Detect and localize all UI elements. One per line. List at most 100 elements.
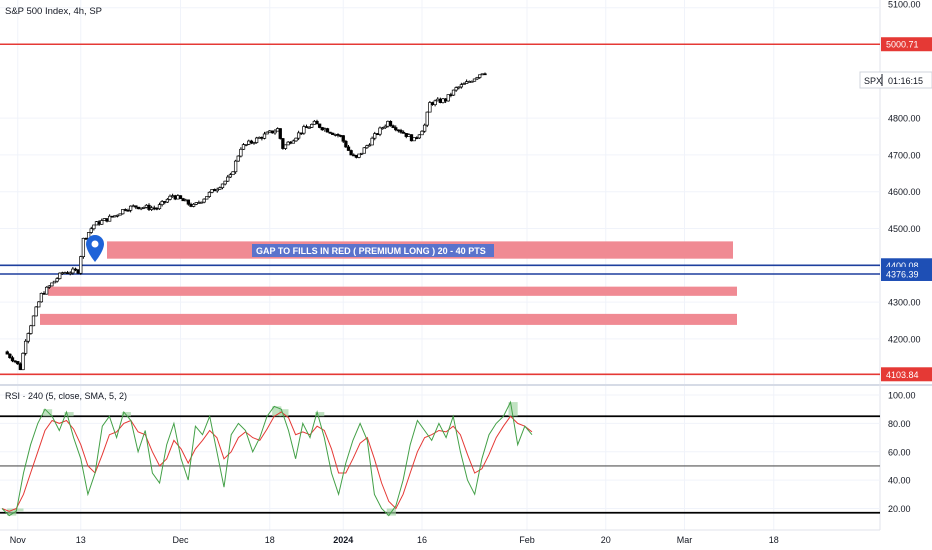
candle-body [294, 137, 298, 142]
candle-body [480, 73, 485, 76]
candle-body [29, 325, 33, 334]
rsi-series [0, 400, 880, 517]
candle-body [16, 361, 20, 365]
candle-body [378, 127, 382, 135]
rsi-ma-line [1, 411, 533, 512]
candle-body [291, 140, 296, 144]
rsi-oversold-fill [14, 508, 24, 512]
candle-body [325, 128, 330, 133]
level-label: 4400.08 [886, 261, 919, 271]
candle-body [443, 98, 448, 102]
candle-body [262, 133, 267, 139]
candle-body [79, 256, 83, 274]
candle-body [333, 134, 338, 136]
candle-body [76, 269, 80, 274]
price-axis[interactable]: 4200.004300.004400.004500.004600.004700.… [888, 0, 921, 344]
candle-body [84, 237, 88, 240]
price-tick-label: 4200.00 [888, 334, 921, 344]
candle-body [63, 272, 67, 274]
candle-body [386, 120, 390, 127]
candle-body [226, 176, 230, 182]
time-tick-label: Dec [172, 535, 189, 545]
candle-body [218, 187, 222, 190]
candle-body [483, 73, 487, 76]
candle-body [320, 127, 324, 131]
candle-body [459, 84, 464, 88]
candle-body [121, 209, 125, 215]
candle-body [391, 125, 395, 128]
candle-body [317, 123, 322, 128]
candle-body [26, 333, 30, 342]
candle-body [362, 147, 366, 154]
rsi-tick-label: 20.00 [888, 504, 911, 514]
candle-body [215, 188, 219, 192]
candle-body [107, 215, 112, 222]
candle-body [412, 137, 416, 142]
candle-body [331, 132, 335, 135]
price-tick-label: 4500.00 [888, 224, 921, 234]
candle-body [304, 126, 309, 128]
candle-body [89, 228, 93, 233]
rsi-overbought-fill [272, 406, 282, 417]
candle-body [184, 199, 188, 202]
candle-body [244, 143, 248, 146]
location-pin-icon[interactable] [86, 235, 104, 262]
candle-body [170, 195, 175, 198]
candle-body [344, 140, 348, 148]
candlestick-series [5, 72, 487, 371]
price-tick-label: 4600.00 [888, 187, 921, 197]
rsi-oversold-fill [7, 508, 17, 516]
candle-body [359, 152, 364, 155]
candle-body [472, 78, 477, 82]
candle-body [302, 126, 306, 134]
rsi-line [1, 400, 533, 517]
symbol-label: SPX [864, 76, 882, 86]
rsi-overbought-fill [279, 409, 289, 417]
candle-body [467, 81, 471, 83]
candle-body [60, 272, 65, 275]
candle-body [144, 204, 149, 208]
rsi-tick-label: 40.00 [888, 476, 911, 486]
rsi-tick-label: 60.00 [888, 447, 911, 457]
rsi-pane[interactable] [0, 386, 880, 530]
candle-body [97, 221, 101, 225]
rsi-overbought-fill [121, 412, 131, 417]
candle-body [168, 195, 172, 200]
candle-body [417, 134, 422, 139]
candle-body [142, 207, 146, 209]
candle-body [299, 132, 303, 135]
candle-body [470, 80, 474, 83]
candle-body [388, 120, 393, 127]
candle-body [457, 86, 461, 89]
candle-body [50, 282, 54, 287]
candle-body [128, 205, 133, 211]
candle-body [236, 155, 240, 162]
candle-body [212, 189, 217, 192]
time-tick-label: 16 [417, 535, 427, 545]
candle-body [422, 124, 427, 132]
rsi-overbought-fill [315, 412, 325, 417]
candle-body [220, 183, 225, 189]
candle-body [8, 353, 12, 359]
candle-body [178, 195, 183, 199]
candle-body [428, 102, 432, 113]
symbol-badge[interactable] [859, 71, 932, 89]
candle-body [71, 268, 75, 274]
candle-body [315, 120, 319, 125]
annotation-text[interactable]: GAP TO FILLS IN RED ( PREMIUM LONG ) 20 … [256, 246, 486, 256]
candle-body [186, 199, 191, 205]
candle-body [307, 127, 311, 129]
rsi-axis[interactable]: 20.00 40.00 60.00 80.00 100.00 [888, 391, 916, 515]
level-label: 4103.84 [886, 370, 919, 380]
candle-body [181, 198, 185, 202]
candle-body [475, 77, 479, 80]
time-axis[interactable]: Nov 13 Dec 18 2024 16 Feb 20 Mar 18 [0, 529, 880, 545]
time-tick-label: 2024 [333, 535, 353, 545]
candle-body [231, 171, 235, 176]
price-tick-label: 4300.00 [888, 298, 921, 308]
candle-body [249, 140, 254, 144]
candle-body [157, 204, 162, 210]
time-tick-label: 18 [769, 535, 779, 545]
candle-body [283, 144, 288, 149]
